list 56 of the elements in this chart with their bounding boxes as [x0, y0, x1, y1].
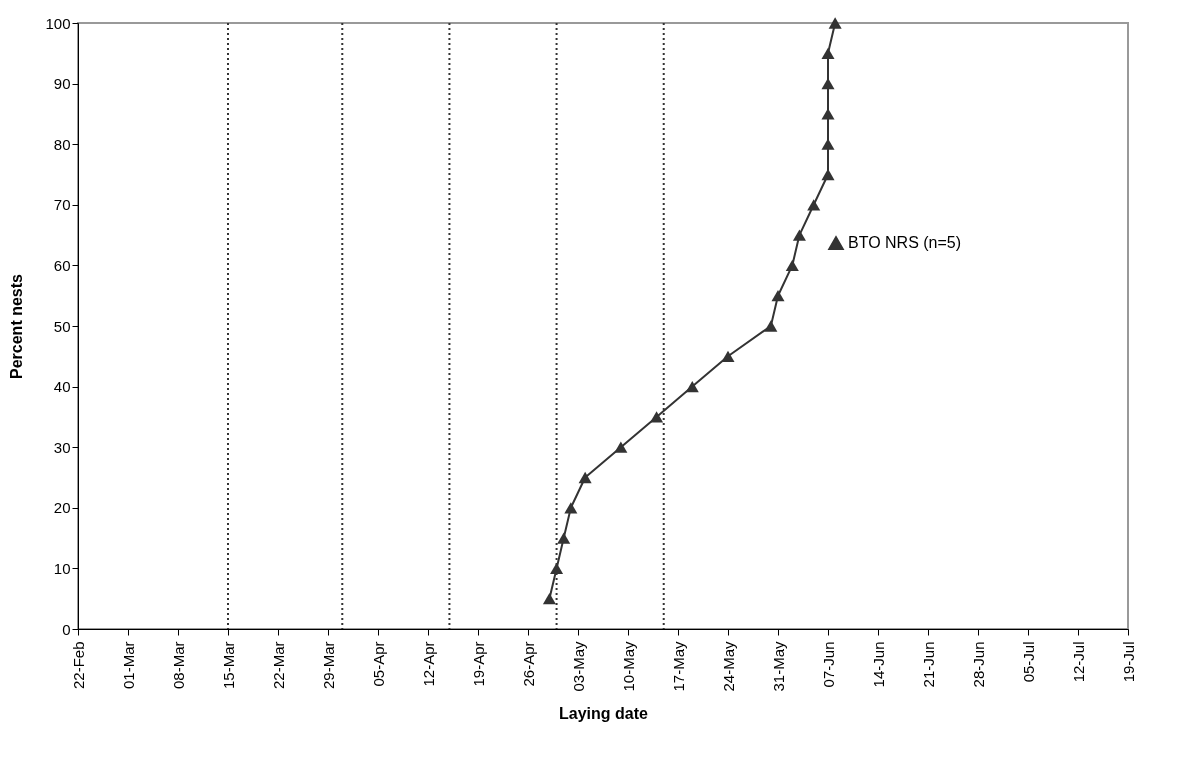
point [828, 17, 842, 29]
y-tick-label: 0 [62, 620, 71, 638]
point [564, 502, 578, 514]
point [557, 532, 571, 544]
x-tick-label: 19-Apr [469, 641, 487, 687]
x-tick-label: 12-Jul [1069, 641, 1087, 683]
y-tick-label: 20 [53, 499, 71, 517]
point [542, 593, 556, 605]
y-tick-label: 90 [53, 75, 71, 93]
x-tick-label: 24-May [719, 641, 737, 692]
x-tick-label: 08-Mar [169, 641, 187, 690]
x-tick-label: 14-Jun [869, 641, 887, 688]
y-tick-label: 100 [45, 14, 71, 32]
x-tick-label: 01-Mar [119, 641, 137, 690]
x-tick-label: 22-Mar [269, 641, 287, 690]
point [821, 168, 835, 181]
point [650, 411, 664, 423]
y-tick-label: 30 [53, 438, 71, 456]
point [821, 47, 835, 59]
x-tick-label: 31-May [769, 641, 787, 692]
point [785, 259, 799, 272]
legend-label: BTO NRS (n=5) [848, 234, 962, 252]
y-tick-label: 10 [53, 559, 71, 577]
y-axis-title: Percent nests [8, 273, 26, 379]
x-tick-label: 05-Apr [369, 641, 387, 687]
x-tick-label: 17-May [669, 641, 687, 692]
point [578, 471, 592, 484]
x-tick-label: 15-Mar [219, 641, 237, 690]
y-tick-label: 70 [53, 196, 71, 214]
point [807, 199, 821, 211]
point [764, 320, 778, 332]
point [821, 77, 835, 90]
y-tick-label: 40 [53, 378, 71, 396]
x-tick-label: 12-Apr [419, 641, 437, 687]
point [614, 441, 628, 453]
x-tick-label: 10-May [619, 641, 637, 692]
point [821, 138, 835, 150]
point [550, 562, 564, 575]
point [821, 108, 835, 120]
x-tick-label: 22-Feb [69, 641, 87, 690]
x-tick-label: 07-Jun [819, 641, 837, 688]
point [721, 350, 735, 362]
x-tick-label: 03-May [569, 641, 587, 692]
x-tick-label: 19-Jul [1119, 641, 1137, 683]
x-tick-label: 28-Jun [969, 641, 987, 688]
x-tick-label: 05-Jul [1019, 641, 1037, 683]
point [771, 290, 785, 302]
x-tick-label: 29-Mar [319, 641, 337, 690]
y-tick-label: 50 [53, 317, 71, 335]
y-tick-label: 80 [53, 135, 71, 153]
point [792, 229, 806, 241]
point [685, 380, 699, 393]
x-tick-label: 26-Apr [519, 641, 537, 687]
y-tick-label: 60 [53, 256, 71, 274]
x-tick-label: 21-Jun [919, 641, 937, 688]
x-axis-title: Laying date [559, 704, 649, 722]
